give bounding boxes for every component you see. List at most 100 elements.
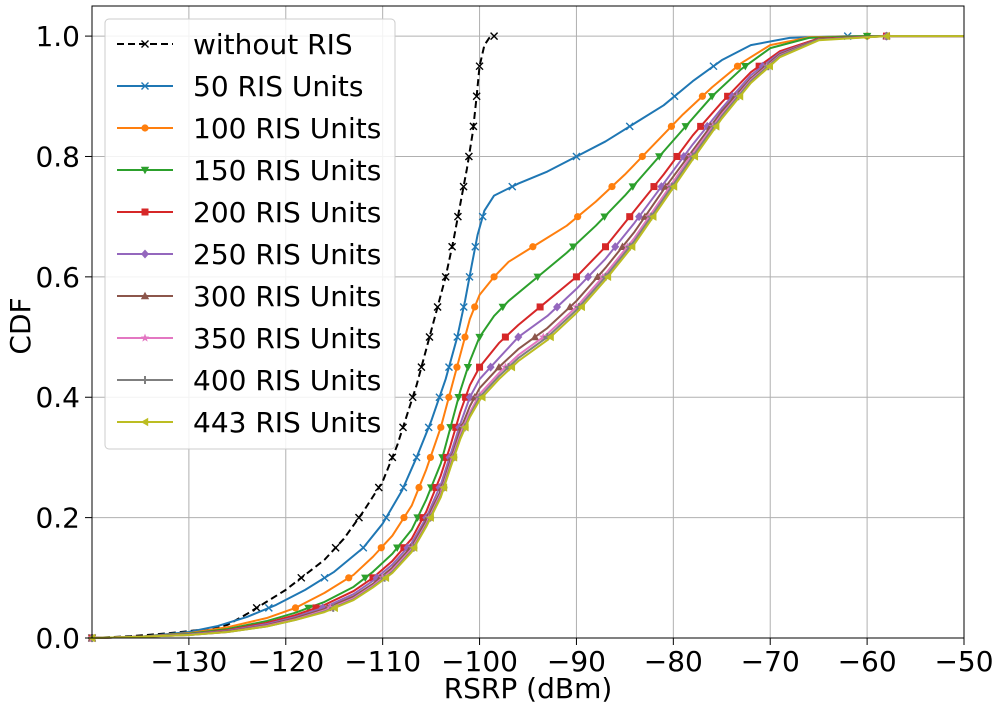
data-point <box>546 332 554 342</box>
data-point <box>501 333 509 341</box>
data-point <box>602 243 610 251</box>
legend-marker <box>140 291 150 300</box>
data-point <box>533 273 542 282</box>
data-point <box>461 333 469 341</box>
data-point <box>359 543 368 552</box>
data-point <box>252 603 261 612</box>
x-tick-label: −60 <box>838 645 897 678</box>
data-point <box>345 574 353 582</box>
data-point <box>667 122 675 130</box>
data-point <box>388 453 397 462</box>
data-point <box>593 272 602 281</box>
legend-label: 200 RIS Units <box>193 196 381 229</box>
data-point <box>408 393 417 402</box>
legend-box <box>104 18 396 450</box>
legend-marker <box>141 376 149 384</box>
data-point <box>486 362 495 372</box>
data-point <box>733 62 742 70</box>
data-point <box>454 394 463 402</box>
data-point <box>264 603 273 612</box>
data-point <box>478 212 487 221</box>
x-tick-label: −70 <box>741 645 800 678</box>
data-point <box>475 62 484 71</box>
data-point <box>536 303 544 311</box>
legend-marker <box>140 333 150 342</box>
data-point <box>478 393 486 402</box>
legend-label: without RIS <box>193 28 353 61</box>
data-point <box>435 393 444 402</box>
data-point <box>600 213 609 221</box>
data-point <box>354 513 363 522</box>
y-tick-label: 0.6 <box>35 261 80 294</box>
data-point <box>382 513 391 522</box>
data-point <box>690 152 699 161</box>
data-point <box>426 453 435 462</box>
x-tick-label: −130 <box>150 645 227 678</box>
data-point <box>628 183 638 191</box>
y-tick-label: 1.0 <box>35 20 80 53</box>
data-point <box>572 152 581 161</box>
data-point <box>681 123 690 131</box>
y-axis-label: CDF <box>4 297 37 354</box>
series-line-50-ris-units <box>91 35 964 639</box>
x-tick-label: −120 <box>247 645 324 678</box>
x-tick-label: −100 <box>441 645 518 678</box>
x-tick-label: −80 <box>644 645 703 678</box>
data-point <box>765 61 773 71</box>
legend-marker <box>141 40 149 48</box>
legend-entry: 443 RIS Units <box>117 406 381 439</box>
y-tick-label: 0.4 <box>35 381 80 414</box>
data-point <box>626 213 634 221</box>
data-point <box>498 303 508 312</box>
data-point <box>399 483 408 492</box>
data-point <box>469 122 478 131</box>
data-point <box>459 182 468 191</box>
data-point <box>449 453 458 462</box>
plot-frame <box>91 5 965 639</box>
x-tick-label: −110 <box>344 645 421 678</box>
x-tick-label: −90 <box>547 645 606 678</box>
legend-label: 443 RIS Units <box>193 406 381 439</box>
data-point <box>514 332 523 342</box>
data-point <box>565 302 575 311</box>
data-point <box>453 333 462 342</box>
data-point <box>331 543 340 552</box>
data-point <box>471 242 480 251</box>
y-tick-label: 0.8 <box>35 140 80 173</box>
data-point <box>655 153 664 161</box>
data-point <box>464 152 473 161</box>
data-point <box>529 243 537 251</box>
data-point <box>707 93 717 101</box>
legend-label: 350 RIS Units <box>193 322 381 355</box>
data-point <box>508 182 517 191</box>
data-point <box>291 604 300 612</box>
data-point <box>712 122 720 131</box>
data-point <box>735 92 744 101</box>
series-443-ris-units <box>87 31 964 643</box>
data-point <box>297 573 306 582</box>
legend-entry: without RIS <box>117 28 353 61</box>
data-point <box>638 152 646 161</box>
data-point <box>439 483 448 492</box>
data-point <box>453 212 462 221</box>
data-point <box>472 92 481 101</box>
data-point <box>625 122 634 131</box>
data-point <box>320 573 329 582</box>
data-point <box>650 183 658 191</box>
data-point <box>459 302 468 311</box>
data-point <box>475 333 484 342</box>
data-point <box>453 363 461 371</box>
data-point <box>400 514 408 522</box>
data-point <box>330 603 338 613</box>
legend-label: 50 RIS Units <box>193 70 364 103</box>
data-point <box>611 242 620 252</box>
data-point <box>635 212 644 222</box>
legend-label: 100 RIS Units <box>193 112 381 145</box>
data-point <box>361 574 370 583</box>
legend-marker <box>141 208 149 216</box>
y-tick-label: 0.0 <box>35 622 80 655</box>
legend-entry: 150 RIS Units <box>117 154 381 187</box>
data-point <box>433 302 442 311</box>
data-point <box>425 333 434 342</box>
